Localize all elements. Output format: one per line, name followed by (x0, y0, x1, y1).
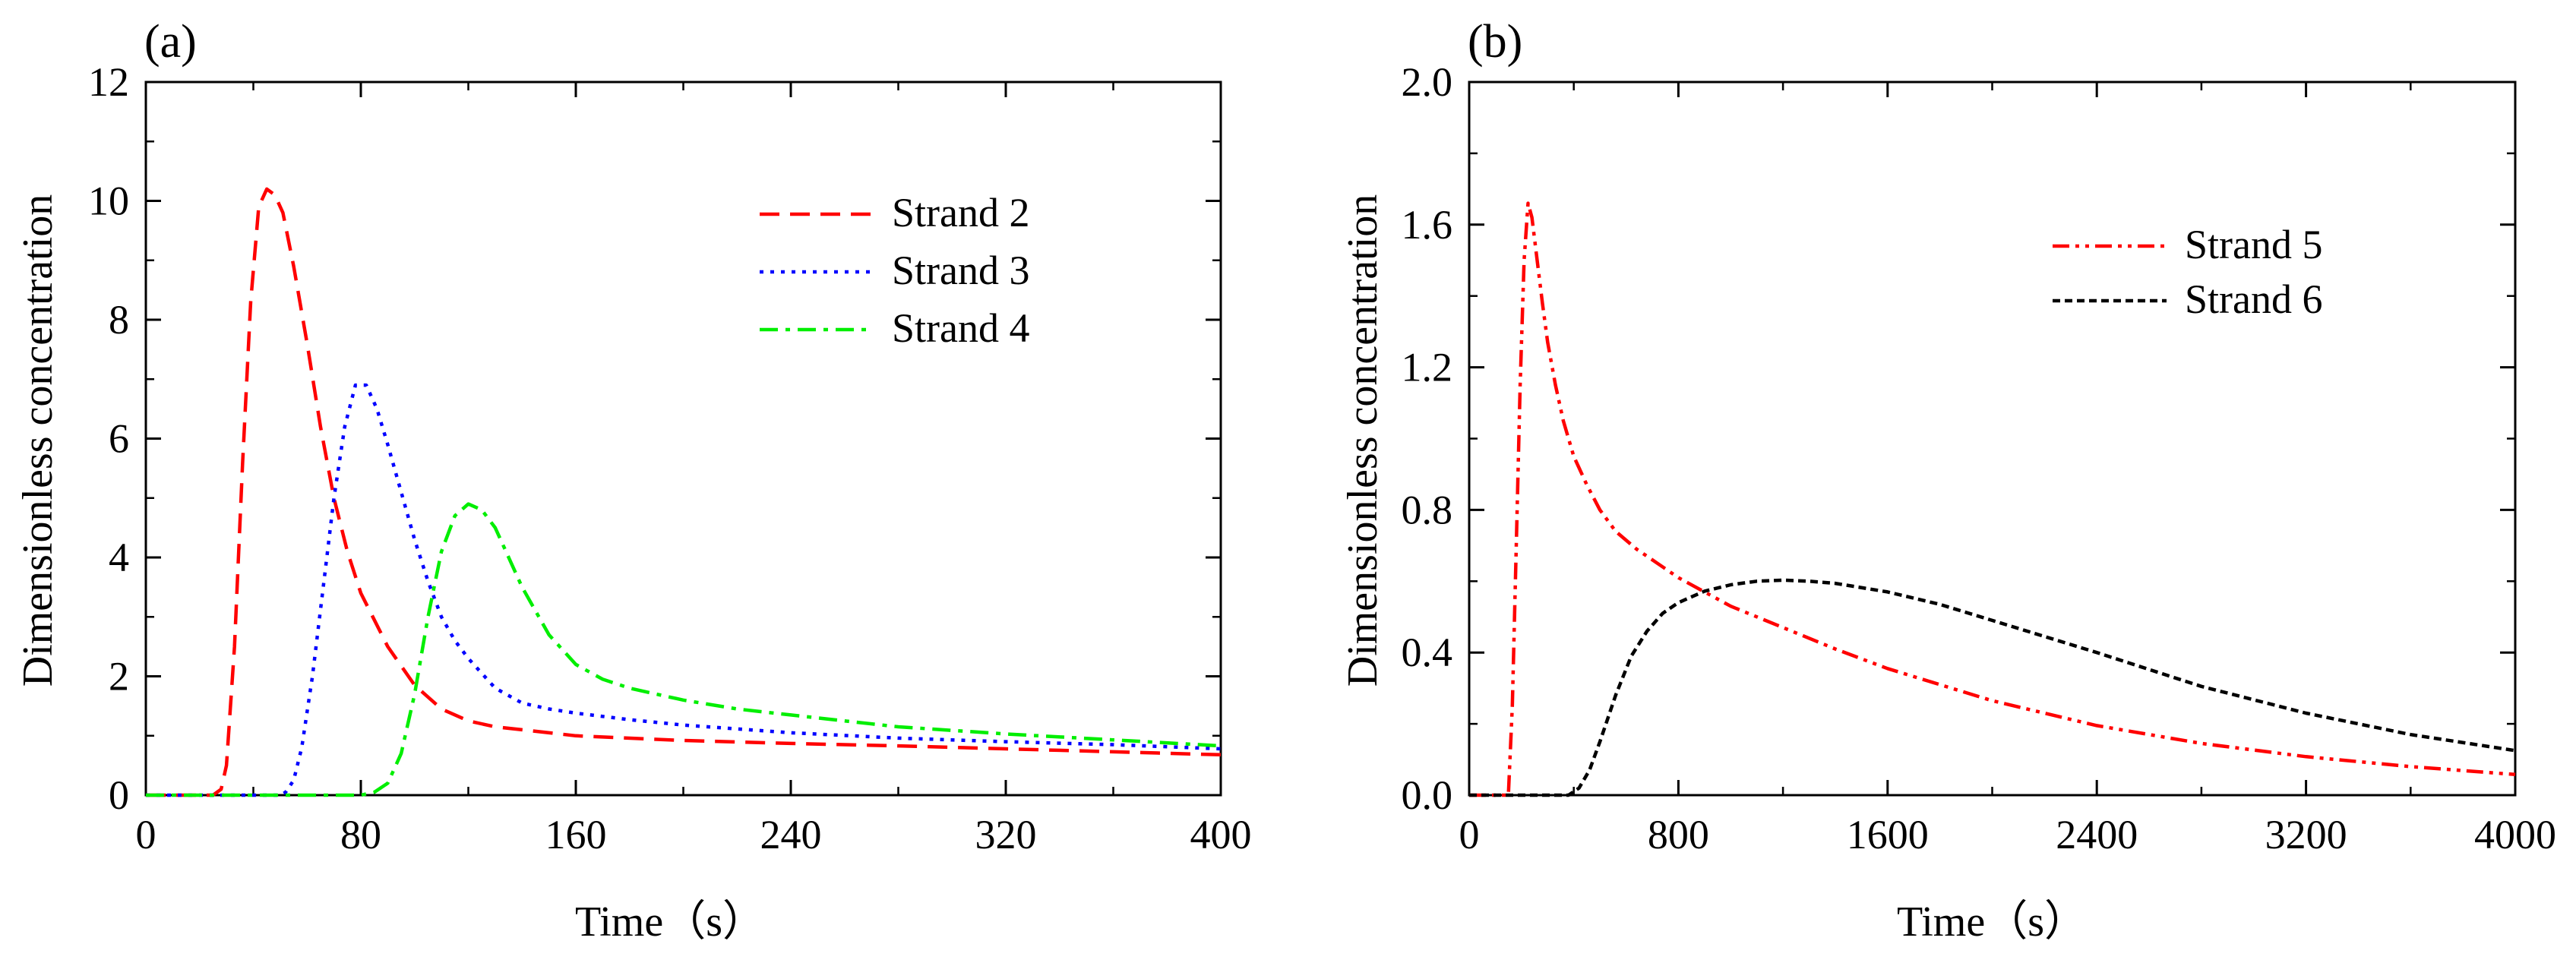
panel-b-ylabel: Dimensionless concentration (1339, 194, 1386, 687)
panel-b-series-strand-6 (1469, 578, 2516, 797)
panel-b: (b) Dimensionless concentration Time（s） … (1339, 16, 2556, 946)
panel-b-ytick-label: 1.2 (1402, 345, 1453, 390)
panel-b-xtick-label: 800 (1648, 812, 1709, 857)
panel-b-legend: Strand 5 Strand 6 (2053, 222, 2323, 322)
panel-a-legend-label: Strand 3 (892, 248, 1030, 293)
panel-a-ytick-label: 0 (109, 772, 129, 818)
panel-a-plot-frame (144, 81, 1222, 797)
panel-a-series-strand-3 (146, 383, 1222, 797)
panel-a-xtick-label: 400 (1190, 812, 1252, 857)
panel-a-xtick-label: 320 (975, 812, 1037, 857)
panel-a-ytick-label: 8 (109, 297, 129, 343)
panel-b-legend-label: Strand 6 (2185, 276, 2323, 322)
panel-a-ytick-label: 10 (88, 178, 129, 224)
panel-a-xtick-label: 160 (545, 812, 607, 857)
panel-b-ytick-label: 1.6 (1402, 202, 1453, 248)
panel-a-ytick-label: 4 (109, 535, 129, 580)
panel-b-xtick-label: 2400 (2056, 812, 2138, 857)
panel-a-ytick-label: 6 (109, 416, 129, 462)
panel-b-legend-label: Strand 5 (2185, 222, 2323, 267)
panel-b-xtick-label: 4000 (2474, 812, 2556, 857)
panel-a-xtick-label: 240 (760, 812, 822, 857)
panel-b-xtick-label: 3200 (2265, 812, 2347, 857)
panel-b-series-strand-5 (1469, 201, 2516, 797)
panel-b-xtick-label: 1600 (1847, 812, 1929, 857)
panel-a-xtick-label: 0 (136, 812, 156, 857)
panel-a-legend: Strand 2 Strand 3 Strand 4 (760, 190, 1030, 351)
panel-b-ytick-label: 0.8 (1402, 487, 1453, 532)
panel-b-xtick-label: 0 (1459, 812, 1480, 857)
panel-b-xlabel: Time（s） (1897, 898, 2087, 946)
panel-b-plot-frame (1468, 81, 2517, 797)
panel-a-legend-label: Strand 2 (892, 190, 1030, 235)
panel-a-ytick-label: 2 (109, 654, 129, 699)
panel-a-label: (a) (144, 16, 197, 68)
panel-a-legend-label: Strand 4 (892, 305, 1030, 351)
panel-a-series-strand-2 (146, 187, 1222, 797)
panel-b-ytick-label: 0.4 (1402, 630, 1453, 675)
panel-b-ytick-label: 0.0 (1402, 772, 1453, 818)
panel-a-xlabel: Time（s） (575, 898, 765, 946)
panel-a: (a) Dimensionless concentration Time（s） … (14, 16, 1252, 946)
panel-b-label: (b) (1468, 16, 1522, 68)
panel-a-ylabel: Dimensionless concentration (14, 194, 62, 687)
panel-a-series-strand-4 (146, 502, 1222, 797)
panel-a-xtick-label: 80 (340, 812, 381, 857)
panel-a-ytick-label: 12 (88, 59, 129, 105)
panel-b-ytick-label: 2.0 (1402, 59, 1453, 105)
